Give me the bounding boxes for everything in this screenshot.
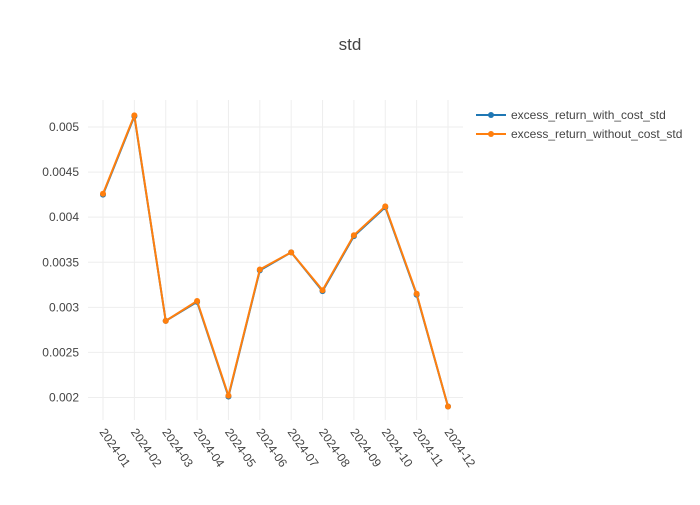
legend-swatch-marker: [488, 112, 494, 118]
data-point[interactable]: [288, 249, 295, 256]
y-tick-label: 0.003: [49, 300, 79, 314]
legend[interactable]: excess_return_with_cost_std excess_return…: [476, 108, 682, 141]
y-tick-label: 0.005: [49, 120, 79, 134]
data-point[interactable]: [445, 403, 451, 410]
x-tick-label: 2024-07: [285, 426, 322, 470]
legend-item[interactable]: excess_return_with_cost_std: [476, 108, 666, 122]
data-point[interactable]: [350, 232, 357, 239]
y-tick-label: 0.004: [49, 210, 79, 224]
legend-label: excess_return_with_cost_std: [511, 108, 666, 122]
chart-title: std: [339, 35, 362, 54]
data-point[interactable]: [162, 317, 169, 324]
x-tick-label: 2024-11: [410, 426, 446, 470]
x-tick-label: 2024-01: [97, 426, 134, 470]
data-point[interactable]: [319, 287, 326, 294]
y-tick-label: 0.0035: [42, 255, 79, 269]
y-tick-label: 0.0045: [42, 165, 79, 179]
x-tick-label: 2024-08: [316, 426, 353, 470]
x-tick-label: 2024-04: [191, 426, 228, 470]
y-tick-label: 0.002: [49, 390, 79, 404]
data-point[interactable]: [194, 298, 201, 305]
data-point[interactable]: [413, 290, 420, 297]
x-tick-label: 2024-05: [222, 426, 259, 470]
data-point[interactable]: [100, 190, 106, 197]
data-point[interactable]: [131, 112, 138, 119]
x-tick-label: 2024-10: [379, 426, 416, 470]
x-tick-label: 2024-02: [128, 426, 165, 470]
legend-item[interactable]: excess_return_without_cost_std: [476, 127, 682, 141]
x-axis-ticks: 2024-012024-022024-032024-042024-052024-…: [97, 426, 479, 470]
series-line: [102, 114, 449, 407]
x-tick-label: 2024-12: [442, 426, 479, 470]
series-layer: [100, 112, 451, 410]
data-point[interactable]: [256, 266, 263, 273]
x-tick-label: 2024-06: [253, 426, 290, 470]
legend-swatch-marker: [488, 131, 494, 137]
x-tick-label: 2024-09: [347, 426, 384, 470]
y-axis-ticks: 0.002 0.0025 0.003 0.0035 0.004 0.0045 0.005: [42, 120, 79, 404]
data-point[interactable]: [382, 203, 389, 210]
series-excess_return_without_cost_std: [100, 112, 451, 410]
legend-label: excess_return_without_cost_std: [511, 127, 682, 141]
x-tick-label: 2024-03: [159, 426, 196, 470]
grid: [88, 100, 463, 420]
y-tick-label: 0.0025: [42, 345, 79, 359]
data-point[interactable]: [225, 392, 232, 399]
